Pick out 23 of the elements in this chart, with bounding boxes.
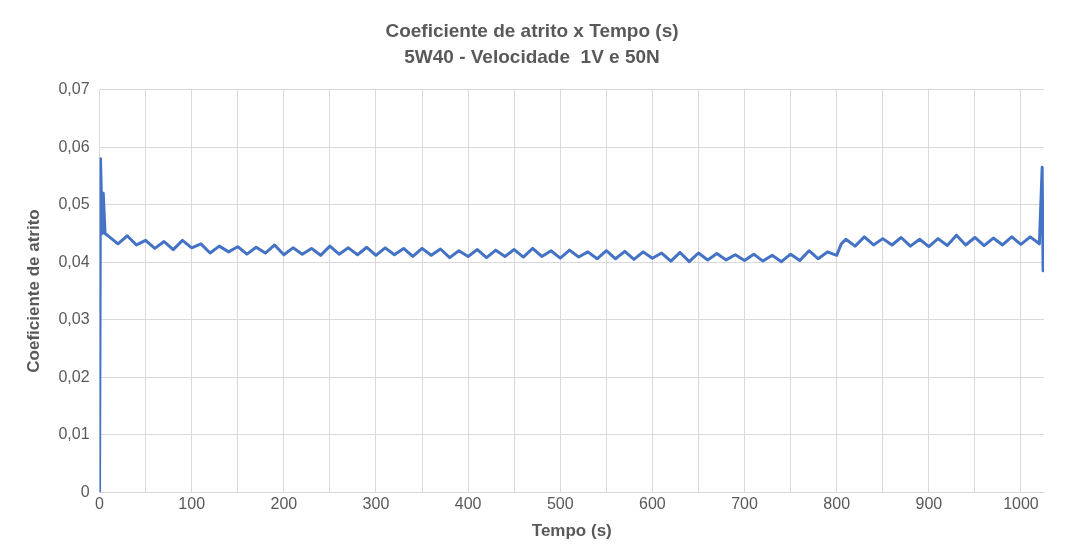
y-tick-label: 0 — [80, 482, 90, 500]
y-tick-label: 0,02 — [58, 367, 90, 385]
x-tick-label: 600 — [639, 495, 666, 513]
x-axis-title: Tempo (s) — [531, 521, 612, 541]
x-tick-label: 800 — [823, 495, 851, 513]
y-tick-label: 0,06 — [58, 137, 90, 155]
x-tick-label: 0 — [95, 495, 105, 513]
x-tick-label: 100 — [178, 495, 206, 513]
y-tick-label: 0,07 — [58, 80, 90, 98]
y-tick-label: 0,05 — [58, 195, 90, 213]
x-tick-label: 500 — [546, 495, 574, 513]
chart-title: Coeficiente de atrito x Tempo (s) — [385, 19, 679, 41]
y-tick-label: 0,04 — [58, 252, 90, 270]
chart-subtitle: 5W40 - Velocidade 1V e 50N — [404, 46, 660, 68]
x-tick-label: 400 — [454, 495, 482, 513]
x-tick-label: 200 — [270, 495, 298, 513]
x-tick-label: 700 — [731, 495, 758, 513]
x-tick-label: 1000 — [1003, 495, 1039, 513]
y-axis-title: Coeficiente de atrito — [23, 209, 43, 373]
y-tick-label: 0,01 — [58, 425, 90, 443]
x-tick-label: 900 — [915, 495, 943, 513]
y-tick-label: 0,03 — [58, 310, 90, 328]
x-tick-label: 300 — [362, 495, 390, 513]
